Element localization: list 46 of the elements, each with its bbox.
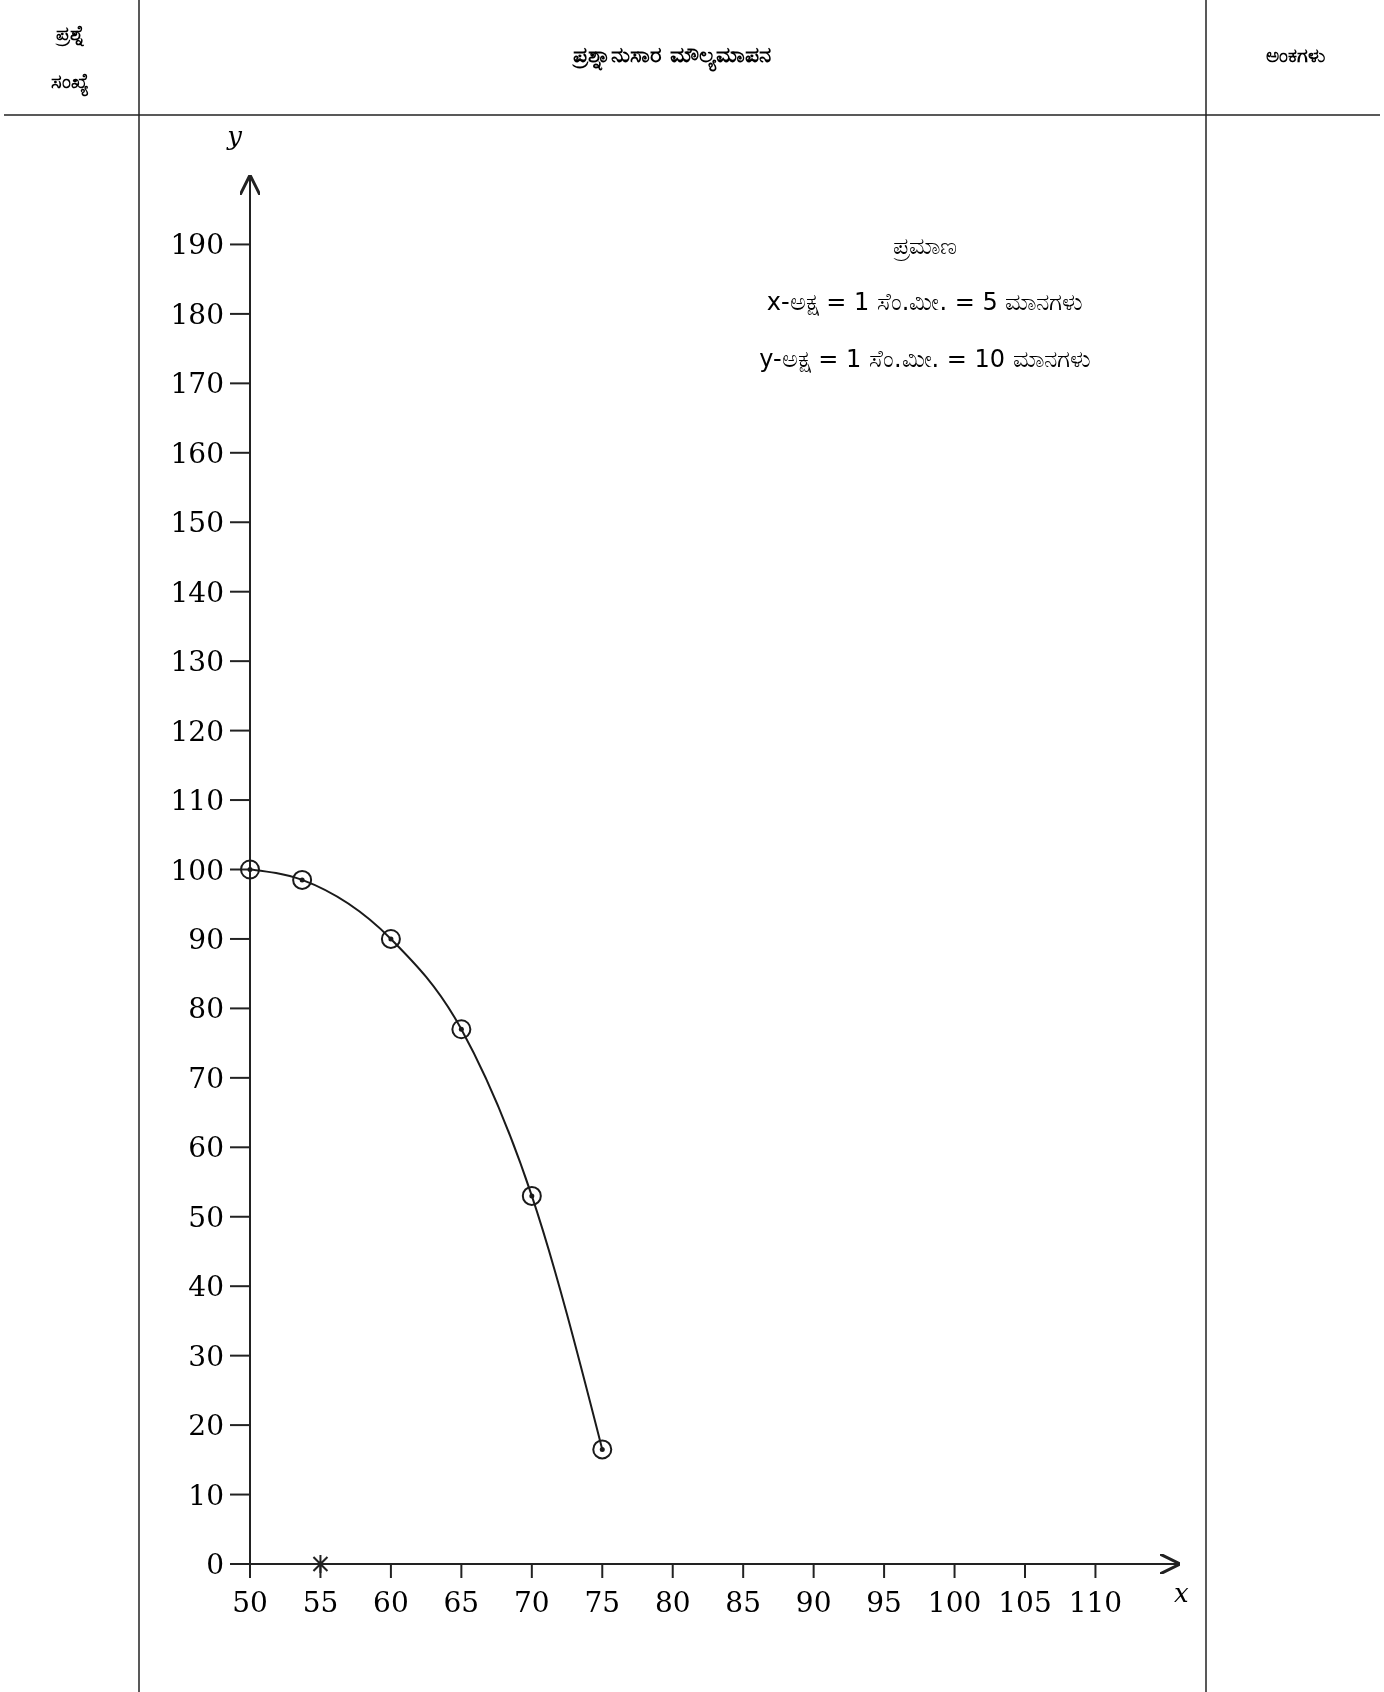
- y-tick-label: 70: [188, 1061, 224, 1095]
- x-tick-label: 50: [232, 1586, 268, 1619]
- annotation: y-ಅಕ್ಷ = 1 ಸೆಂ.ಮೀ. = 10 ಮಾನಗಳು: [759, 345, 1091, 373]
- point: [521, 1185, 542, 1206]
- y-tick-label: 180: [170, 297, 224, 331]
- y-tick-label: 60: [188, 1131, 224, 1165]
- point: [240, 859, 260, 880]
- x-tick-label: 65: [443, 1586, 480, 1619]
- x-tick-label: 110: [1068, 1586, 1123, 1619]
- y-tick-label: 100: [170, 853, 224, 887]
- point: [380, 928, 401, 949]
- y-tick-label: 150: [170, 506, 224, 540]
- x-tick-label: 75: [584, 1586, 621, 1619]
- y-tick-label: 160: [170, 436, 224, 470]
- x-tick-label: 70: [514, 1586, 550, 1619]
- x-tick-label: 100: [927, 1586, 982, 1619]
- point: [592, 1439, 613, 1460]
- y-axis-title: y: [226, 121, 243, 151]
- x-tick-label: 95: [866, 1586, 902, 1619]
- text: ಅಂಕಗಳು: [1265, 43, 1325, 67]
- text: ಪ್ರಶ್ನಾನುಸಾರ ಮೌಲ್ಯಮಾಪನ: [571, 42, 771, 72]
- x-tick-label: 105: [998, 1586, 1052, 1619]
- x-tick-label: 60: [373, 1586, 409, 1619]
- x-tick-label: 90: [795, 1586, 832, 1619]
- y-tick-label: 130: [170, 645, 224, 679]
- y-tick-label: 30: [188, 1339, 224, 1373]
- y-tick-label: 120: [170, 714, 224, 748]
- point: [292, 869, 313, 890]
- y-tick-label: 190: [170, 228, 224, 262]
- y-tick-label: 110: [170, 784, 224, 818]
- point: [451, 1019, 472, 1040]
- y-tick-label: 50: [188, 1200, 224, 1234]
- y-tick-label: 80: [188, 992, 224, 1026]
- y-tick-label: 20: [188, 1409, 224, 1443]
- x-tick-label: 55: [302, 1586, 339, 1619]
- x-axis-title: x: [1174, 1578, 1189, 1608]
- y-tick-label: 140: [170, 575, 224, 609]
- annotation: ಪ್ರಮಾಣ: [893, 232, 957, 261]
- x-tick-label: 80: [654, 1586, 691, 1619]
- y-tick-label: 90: [188, 922, 224, 956]
- y-tick-label: 0: [206, 1548, 224, 1581]
- annotation: x-ಅಕ್ಷ = 1 ಸೆಂ.ಮೀ. = 5 ಮಾನಗಳು: [766, 288, 1084, 316]
- y-tick-label: 170: [170, 367, 224, 401]
- x-tick-label: 85: [725, 1586, 761, 1619]
- y-tick-label: 40: [188, 1270, 224, 1304]
- y-tick-label: 10: [188, 1478, 224, 1512]
